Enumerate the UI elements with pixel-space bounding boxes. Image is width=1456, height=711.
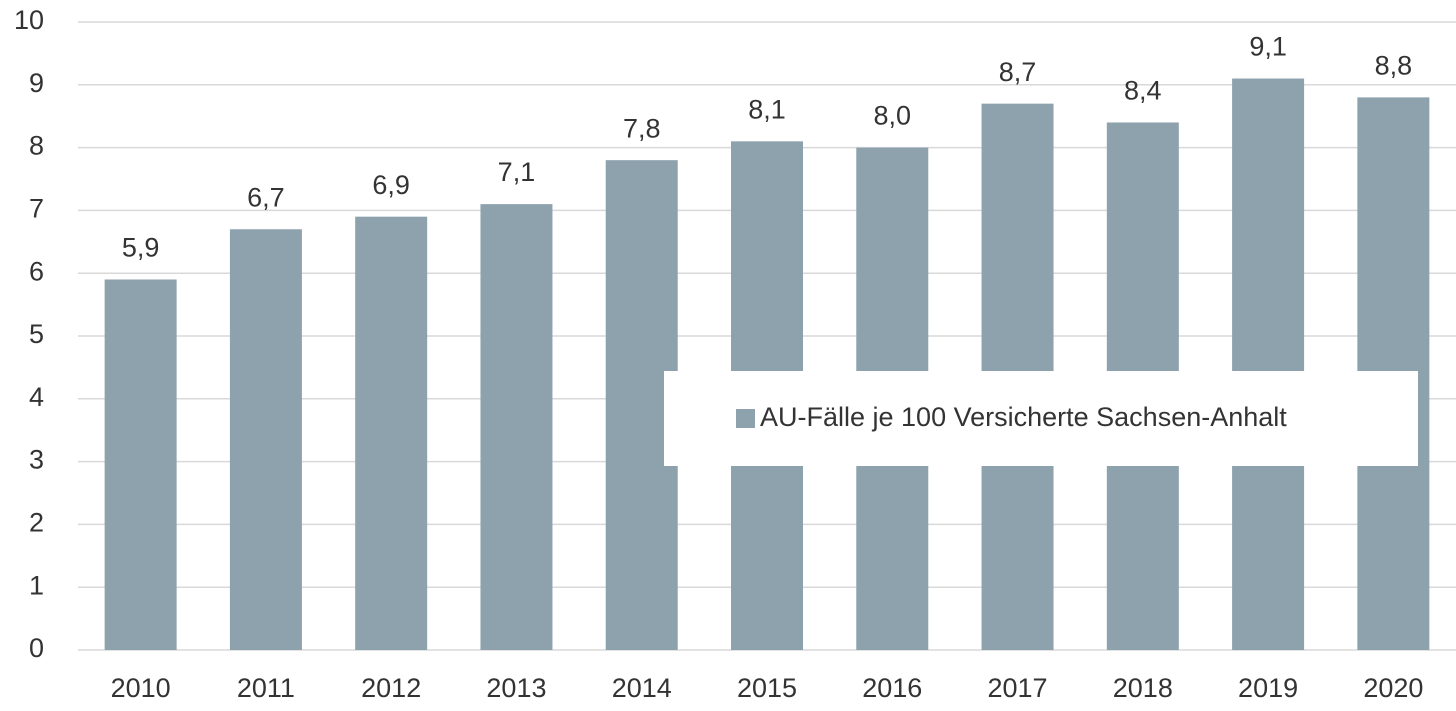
bar: [104, 279, 177, 650]
bar: [229, 229, 302, 651]
data-label: 8,8: [1375, 50, 1413, 80]
data-label: 8,4: [1124, 76, 1162, 106]
y-tick-label: 4: [29, 382, 44, 412]
legend-swatch: [736, 409, 755, 428]
x-tick-label: 2014: [612, 673, 672, 703]
data-label: 8,0: [873, 101, 911, 131]
data-label: 5,9: [122, 233, 160, 263]
y-tick-label: 1: [29, 570, 44, 600]
x-tick-label: 2018: [1113, 673, 1173, 703]
y-tick-label: 0: [29, 633, 44, 663]
y-tick-label: 8: [29, 131, 44, 161]
data-label: 6,7: [247, 182, 285, 212]
y-tick-label: 9: [29, 68, 44, 98]
x-tick-label: 2019: [1238, 673, 1298, 703]
y-tick-label: 3: [29, 445, 44, 475]
x-tick-label: 2012: [361, 673, 421, 703]
legend-label: AU-Fälle je 100 Versicherte Sachsen-Anha…: [760, 402, 1287, 432]
data-label: 9,1: [1249, 32, 1287, 62]
y-tick-label: 10: [14, 5, 44, 35]
data-label: 8,1: [748, 94, 786, 124]
x-tick-label: 2013: [486, 673, 546, 703]
bar: [1232, 78, 1305, 650]
x-tick-label: 2017: [988, 673, 1048, 703]
x-tick-label: 2011: [237, 673, 295, 703]
data-label: 6,9: [372, 170, 410, 200]
legend-box: [664, 371, 1418, 466]
y-tick-label: 5: [29, 319, 44, 349]
data-label: 8,7: [999, 57, 1037, 87]
y-tick-label: 2: [29, 508, 44, 538]
bar: [355, 216, 428, 650]
data-label: 7,8: [623, 113, 661, 143]
x-tick-label: 2015: [737, 673, 797, 703]
x-tick-label: 2020: [1363, 673, 1423, 703]
x-tick-label: 2010: [111, 673, 171, 703]
y-tick-label: 7: [29, 194, 44, 224]
data-label: 7,1: [498, 157, 536, 187]
x-tick-label: 2016: [862, 673, 922, 703]
y-tick-label: 6: [29, 256, 44, 286]
bar: [480, 204, 553, 650]
